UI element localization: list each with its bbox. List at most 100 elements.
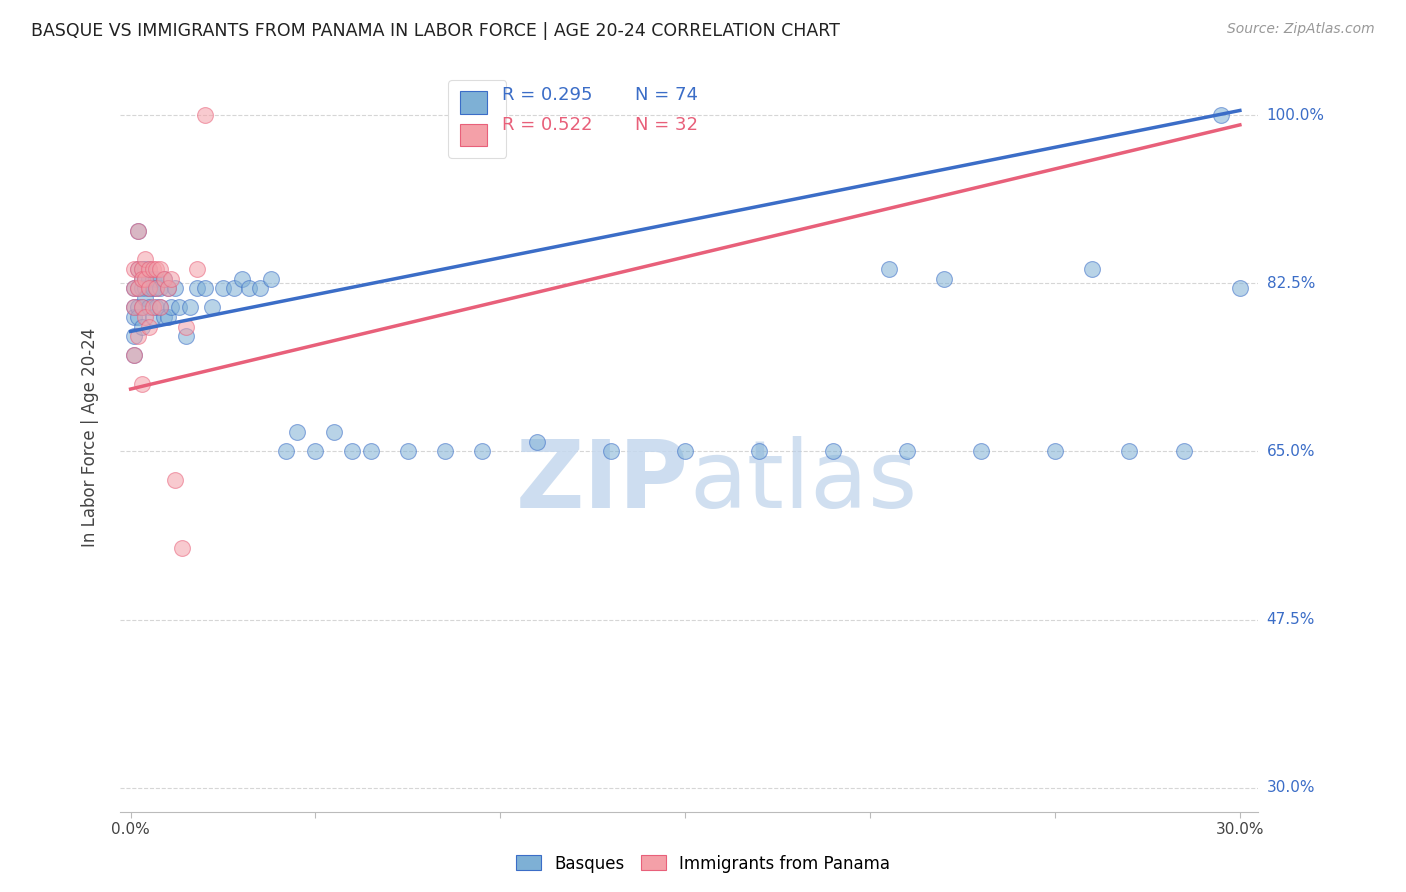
Point	[131, 281, 153, 295]
Legend: , : ,	[449, 79, 506, 158]
Point	[138, 271, 160, 285]
Point	[138, 262, 160, 277]
Point	[212, 281, 235, 295]
Point	[131, 262, 153, 277]
Point	[163, 281, 186, 295]
Text: Source: ZipAtlas.com: Source: ZipAtlas.com	[1227, 22, 1375, 37]
Point	[149, 262, 172, 277]
Point	[193, 108, 215, 122]
Point	[160, 301, 183, 315]
Point	[156, 281, 179, 295]
Point	[124, 348, 146, 362]
Point	[131, 301, 153, 315]
Y-axis label: In Labor Force | Age 20-24: In Labor Force | Age 20-24	[80, 327, 98, 547]
Point	[156, 310, 179, 324]
Point	[134, 310, 156, 324]
Text: 100.0%: 100.0%	[1267, 108, 1324, 123]
Point	[138, 301, 160, 315]
Point	[142, 262, 165, 277]
Point	[124, 310, 146, 324]
Point	[323, 425, 346, 440]
Text: 47.5%: 47.5%	[1267, 612, 1315, 627]
Point	[134, 271, 156, 285]
Point	[131, 262, 153, 277]
Text: N = 74: N = 74	[636, 86, 699, 103]
Point	[124, 281, 146, 295]
Point	[134, 291, 156, 305]
Point	[1211, 108, 1233, 122]
Text: BASQUE VS IMMIGRANTS FROM PANAMA IN LABOR FORCE | AGE 20-24 CORRELATION CHART: BASQUE VS IMMIGRANTS FROM PANAMA IN LABO…	[31, 22, 839, 40]
Point	[124, 301, 146, 315]
Point	[134, 262, 156, 277]
Point	[153, 271, 176, 285]
Point	[932, 271, 955, 285]
Point	[124, 281, 146, 295]
Point	[145, 271, 167, 285]
Point	[131, 377, 153, 392]
Text: 30.0%: 30.0%	[1267, 780, 1315, 795]
Point	[124, 262, 146, 277]
Text: R = 0.295: R = 0.295	[502, 86, 592, 103]
Point	[131, 271, 153, 285]
Text: N = 32: N = 32	[636, 116, 699, 134]
Point	[127, 301, 149, 315]
Point	[748, 444, 770, 458]
Point	[186, 262, 208, 277]
Text: 65.0%: 65.0%	[1267, 444, 1315, 459]
Point	[138, 262, 160, 277]
Point	[174, 319, 197, 334]
Point	[153, 271, 176, 285]
Point	[124, 348, 146, 362]
Point	[127, 223, 149, 237]
Point	[224, 281, 246, 295]
Point	[1173, 444, 1195, 458]
Point	[145, 262, 167, 277]
Point	[127, 281, 149, 295]
Point	[142, 310, 165, 324]
Point	[163, 473, 186, 487]
Point	[142, 281, 165, 295]
Point	[172, 541, 194, 555]
Point	[600, 444, 623, 458]
Point	[274, 444, 297, 458]
Point	[131, 319, 153, 334]
Point	[160, 271, 183, 285]
Point	[138, 281, 160, 295]
Point	[138, 281, 160, 295]
Point	[131, 271, 153, 285]
Text: R = 0.522: R = 0.522	[502, 116, 592, 134]
Point	[433, 444, 456, 458]
Point	[134, 252, 156, 267]
Point	[124, 329, 146, 343]
Point	[124, 301, 146, 315]
Point	[127, 281, 149, 295]
Legend: Basques, Immigrants from Panama: Basques, Immigrants from Panama	[509, 848, 897, 880]
Point	[127, 329, 149, 343]
Point	[231, 271, 253, 285]
Point	[134, 281, 156, 295]
Point	[127, 262, 149, 277]
Point	[342, 444, 364, 458]
Point	[134, 271, 156, 285]
Point	[138, 319, 160, 334]
Point	[1081, 262, 1104, 277]
Point	[131, 262, 153, 277]
Point	[186, 281, 208, 295]
Point	[471, 444, 494, 458]
Point	[179, 301, 201, 315]
Point	[238, 281, 260, 295]
Point	[304, 444, 326, 458]
Text: ZIP: ZIP	[516, 436, 689, 528]
Point	[1043, 444, 1066, 458]
Point	[260, 271, 283, 285]
Point	[1229, 281, 1251, 295]
Point	[145, 301, 167, 315]
Point	[823, 444, 845, 458]
Point	[526, 434, 548, 449]
Point	[127, 223, 149, 237]
Point	[285, 425, 308, 440]
Point	[142, 301, 165, 315]
Point	[201, 301, 224, 315]
Point	[127, 310, 149, 324]
Point	[167, 301, 190, 315]
